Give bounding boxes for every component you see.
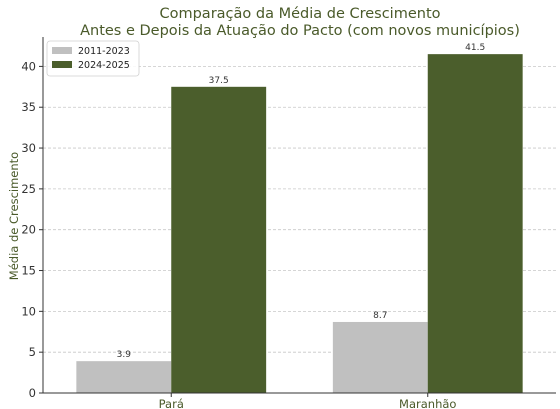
- y-tick-label: 0: [29, 386, 36, 400]
- data-label: 37.5: [209, 76, 229, 86]
- y-tick-label: 15: [21, 264, 36, 278]
- y-tick-label: 25: [21, 182, 36, 196]
- x-category-label: Pará: [159, 397, 184, 409]
- bar-2024-2025: [171, 86, 267, 393]
- y-tick-label: 5: [29, 345, 36, 359]
- y-tick-label: 35: [21, 100, 36, 114]
- y-tick-label: 10: [21, 304, 36, 318]
- legend-label: 2024-2025: [78, 60, 130, 71]
- legend: 2011-2023 2024-2025: [46, 40, 140, 77]
- bar-2024-2025: [427, 54, 523, 393]
- bar-2011-2023: [332, 321, 428, 393]
- legend-swatch: [52, 61, 72, 68]
- y-tick-label: 30: [21, 141, 36, 155]
- bar-2011-2023: [76, 361, 172, 393]
- bars: 3.9 37.5 8.7 41.5: [76, 43, 523, 393]
- data-label: 8.7: [373, 311, 387, 321]
- chart-title-line1: Comparação da Média de Crescimento: [159, 6, 440, 22]
- y-axis-label: Média de Crescimento: [7, 152, 21, 280]
- data-label: 3.9: [117, 350, 132, 360]
- legend-swatch: [52, 47, 72, 54]
- y-tick-label: 40: [21, 59, 36, 73]
- grid-lines: [43, 65, 556, 353]
- x-category-label: Maranhão: [399, 397, 456, 409]
- data-label: 41.5: [465, 43, 485, 53]
- y-tick-label: 20: [21, 223, 36, 237]
- legend-label: 2011-2023: [78, 46, 130, 57]
- chart-title-line2: Antes e Depois da Atuação do Pacto (com …: [80, 23, 520, 39]
- axes: 0 5 10 15 20 25 30 35 40 Pará Maranhão: [21, 37, 556, 409]
